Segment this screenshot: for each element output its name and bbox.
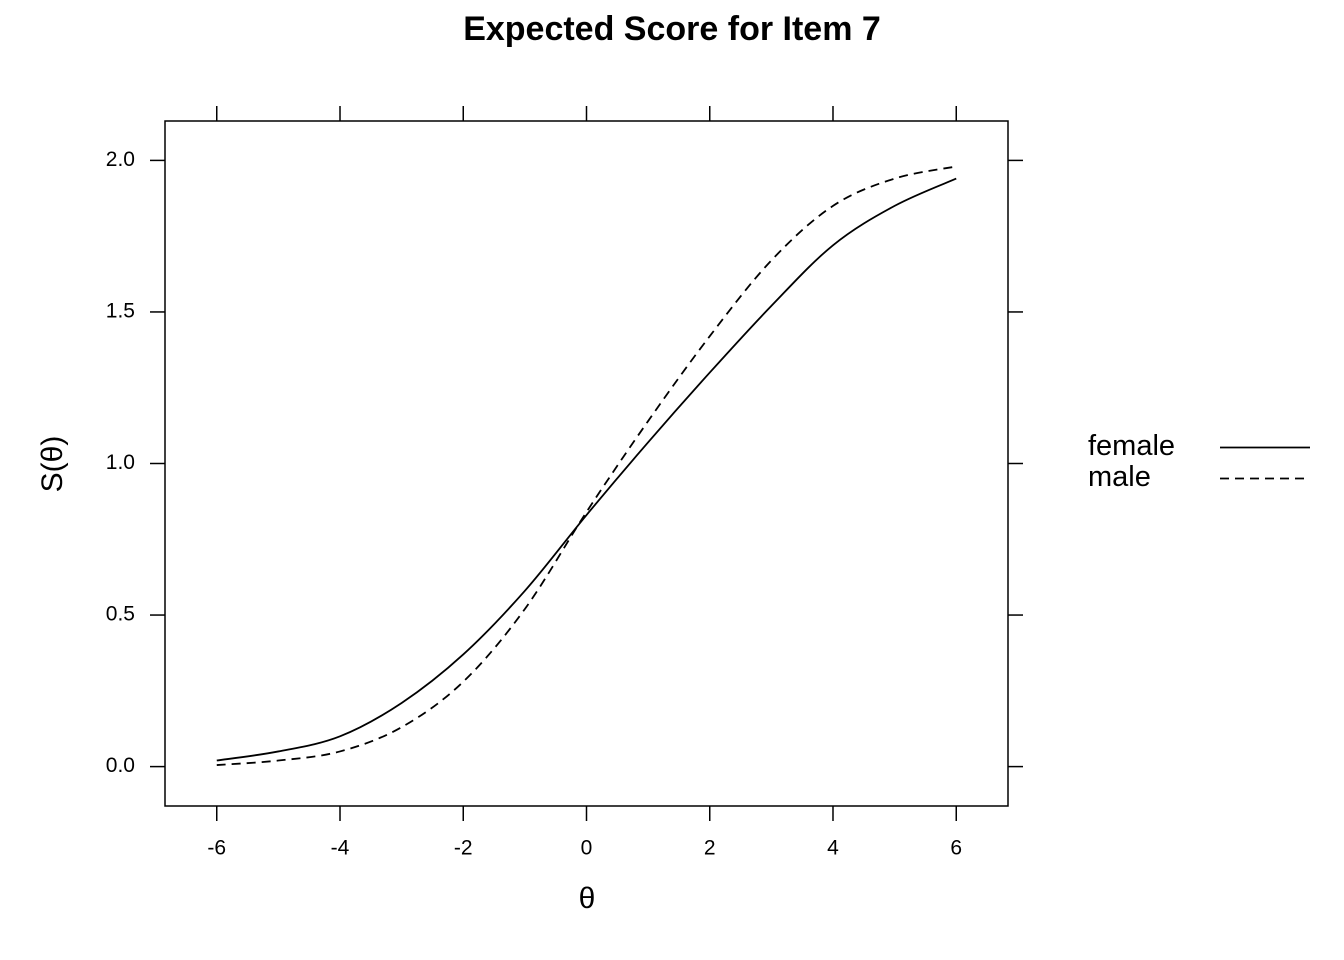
y-tick-label: 0.5 (106, 603, 135, 626)
x-tick-label: 6 (950, 837, 962, 860)
x-tick-label: 0 (581, 837, 593, 860)
series-line (216, 177, 957, 762)
y-axis-label: S(θ) (36, 436, 69, 493)
y-tick-label: 2.0 (106, 148, 135, 171)
series-line (216, 165, 957, 766)
x-tick-label: -6 (207, 837, 226, 860)
legend-label: male (1088, 461, 1151, 493)
legend-label: female (1088, 430, 1175, 462)
plot-frame (164, 120, 1009, 807)
x-tick-label: 2 (704, 837, 716, 860)
chart-title: Expected Score for Item 7 (463, 10, 881, 48)
y-tick-label: 1.5 (106, 299, 135, 322)
y-tick-label: 1.0 (106, 451, 135, 474)
x-tick-label: 4 (827, 837, 839, 860)
x-axis-label: θ (579, 882, 596, 915)
y-tick-label: 0.0 (106, 754, 135, 777)
x-tick-label: -4 (331, 837, 350, 860)
x-tick-label: -2 (454, 837, 473, 860)
